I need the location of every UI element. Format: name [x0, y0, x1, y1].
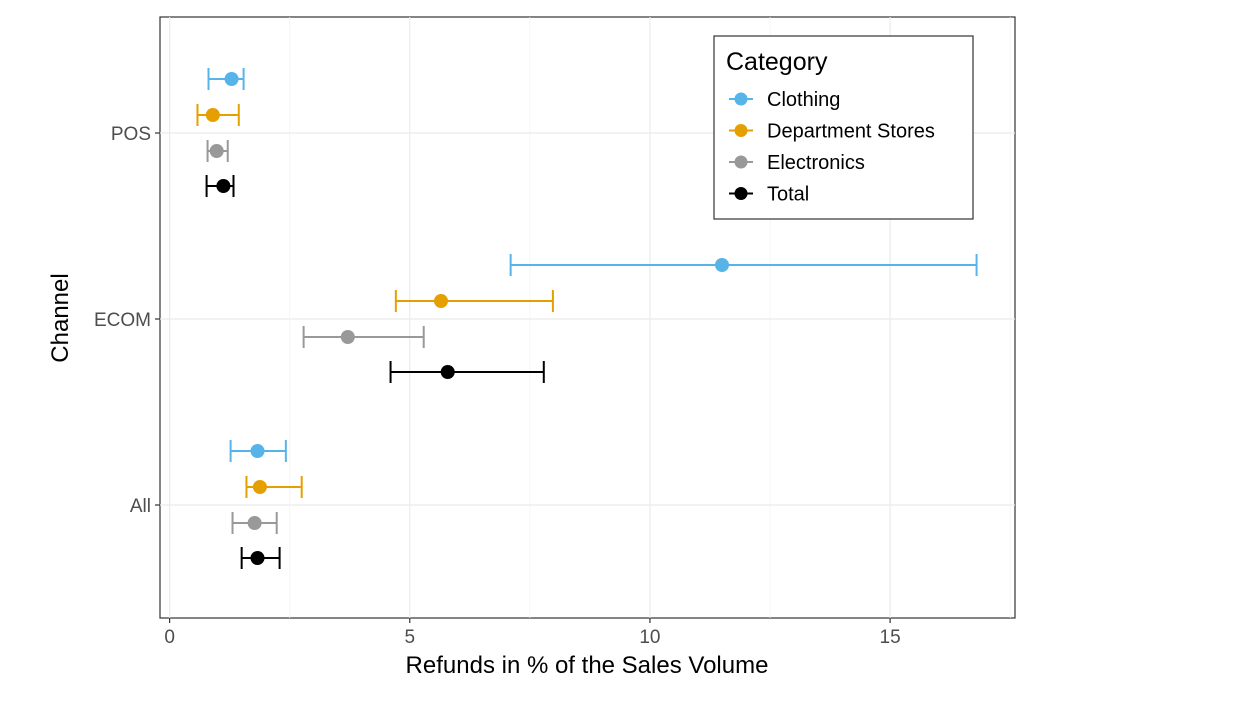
x-tick-label: 15 — [880, 627, 901, 648]
errorbar-electronics-pos — [206, 140, 229, 162]
x-tick-label: 10 — [639, 627, 660, 648]
legend-label: Clothing — [767, 89, 840, 111]
data-point-total — [440, 365, 455, 379]
legend-item-clothing: Clothing — [729, 89, 840, 111]
y-tick-label: ECOM — [94, 310, 151, 331]
data-point-electronics — [247, 516, 262, 530]
data-point-total — [216, 179, 231, 193]
x-tick-label: 5 — [404, 627, 415, 648]
legend-box — [713, 35, 974, 220]
errorbar-department-stores-pos — [196, 104, 240, 126]
data-point-electronics — [209, 144, 224, 158]
data-point-department-stores — [205, 108, 220, 122]
legend-label: Electronics — [767, 152, 865, 174]
errorbar-clothing-pos — [207, 68, 245, 90]
legend-item-total: Total — [729, 184, 809, 206]
legend: Category Clothing Department Stores Electr… — [713, 35, 974, 220]
errorbar-department-stores-all — [245, 476, 303, 498]
legend-key-point — [734, 187, 748, 200]
x-tick-label: 0 — [164, 627, 175, 648]
data-point-clothing — [714, 258, 729, 272]
data-point-department-stores — [252, 480, 267, 494]
legend-item-department-stores: Department Stores — [729, 121, 935, 143]
data-point-electronics — [340, 330, 355, 344]
legend-key-point — [734, 124, 748, 137]
errorbar-clothing-all — [229, 440, 287, 462]
legend-title: Category — [726, 48, 828, 76]
legend-label: Department Stores — [767, 121, 935, 143]
errorbar-total-pos — [205, 175, 235, 197]
errorbar-total-ecom — [389, 361, 545, 383]
legend-key-point — [734, 92, 748, 106]
errorbar-department-stores-ecom — [394, 290, 554, 312]
y-tick-label: All — [130, 496, 151, 517]
data-point-total — [250, 551, 265, 565]
y-tick-label: POS — [111, 124, 151, 145]
x-axis-title: Refunds in % of the Sales Volume — [406, 652, 769, 679]
data-point-department-stores — [433, 294, 448, 308]
errorbar-electronics-all — [231, 512, 278, 534]
errorbar-electronics-ecom — [302, 326, 425, 348]
errorbar-clothing-ecom — [509, 254, 978, 276]
y-axis-title: Channel — [47, 273, 74, 362]
errorbar-total-all — [240, 547, 281, 569]
legend-key-point — [734, 155, 748, 169]
legend-label: Total — [767, 184, 809, 206]
data-point-clothing — [250, 444, 265, 458]
data-point-clothing — [224, 72, 239, 86]
legend-item-electronics: Electronics — [729, 152, 865, 174]
